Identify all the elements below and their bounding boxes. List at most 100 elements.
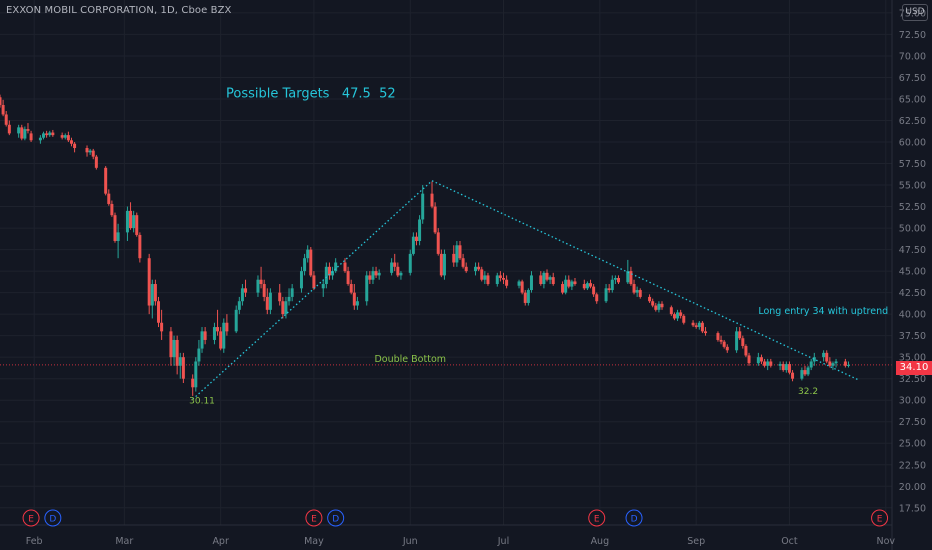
candle-body[interactable] — [735, 331, 739, 351]
candle-body[interactable] — [791, 372, 795, 379]
candle-body[interactable] — [66, 135, 70, 141]
candle-body[interactable] — [822, 352, 826, 358]
candle-body[interactable] — [626, 271, 630, 283]
candle-body[interactable] — [225, 322, 229, 332]
candle-body[interactable] — [38, 137, 42, 141]
candle-body[interactable] — [45, 133, 49, 136]
candle-body[interactable] — [234, 309, 238, 332]
candle-body[interactable] — [585, 283, 589, 289]
candle-body[interactable] — [91, 150, 95, 157]
candle-body[interactable] — [20, 127, 24, 139]
candle-body[interactable] — [85, 148, 89, 153]
dividend-event-marker[interactable]: D — [44, 509, 62, 527]
candle-body[interactable] — [439, 253, 443, 276]
candle-body[interactable] — [766, 361, 770, 366]
candle-body[interactable] — [303, 258, 307, 272]
candle-body[interactable] — [781, 364, 785, 371]
earnings-event-marker[interactable]: E — [588, 509, 606, 527]
candle-body[interactable] — [60, 135, 64, 138]
candle-body[interactable] — [763, 361, 767, 366]
candle-body[interactable] — [567, 279, 571, 287]
candle-body[interactable] — [374, 271, 378, 276]
candle-body[interactable] — [352, 292, 356, 306]
candle-body[interactable] — [290, 288, 294, 297]
candle-body[interactable] — [632, 284, 636, 293]
candle-body[interactable] — [107, 193, 111, 204]
candle-body[interactable] — [778, 364, 782, 366]
candle-body[interactable] — [287, 296, 291, 302]
earnings-event-marker[interactable]: E — [871, 509, 889, 527]
candle-body[interactable] — [828, 361, 832, 366]
candle-body[interactable] — [278, 292, 282, 302]
candle-body[interactable] — [194, 361, 198, 388]
candle-body[interactable] — [104, 167, 108, 194]
candle-body[interactable] — [480, 269, 484, 280]
candle-body[interactable] — [613, 277, 617, 280]
candle-body[interactable] — [321, 284, 325, 289]
candle-body[interactable] — [458, 245, 462, 259]
candle-body[interactable] — [825, 352, 829, 362]
candle-body[interactable] — [73, 143, 77, 149]
candle-body[interactable] — [700, 322, 704, 332]
candle-body[interactable] — [346, 271, 350, 285]
candle-body[interactable] — [88, 150, 92, 153]
candle-body[interactable] — [393, 262, 397, 267]
candle-body[interactable] — [222, 322, 226, 349]
candle-body[interactable] — [203, 331, 207, 340]
candle-body[interactable] — [334, 262, 338, 272]
candle-body[interactable] — [669, 307, 673, 315]
candle-body[interactable] — [113, 215, 117, 241]
candle-body[interactable] — [812, 357, 816, 362]
candle-body[interactable] — [573, 281, 577, 285]
candle-body[interactable] — [759, 357, 763, 362]
candle-body[interactable] — [517, 281, 521, 286]
candle-body[interactable] — [474, 266, 478, 272]
price-axis[interactable]: 17.50 20.00 22.50 25.00 27.50 30.00 32.50 35.00… — [899, 8, 926, 514]
candle-body[interactable] — [200, 331, 204, 349]
candle-body[interactable] — [212, 327, 216, 340]
candle-body[interactable] — [697, 322, 701, 328]
candle-body[interactable] — [138, 234, 142, 259]
candle-body[interactable] — [539, 275, 543, 285]
candle-body[interactable] — [756, 357, 760, 364]
candle-body[interactable] — [831, 363, 835, 366]
candle-body[interactable] — [94, 156, 98, 168]
candle-body[interactable] — [638, 290, 642, 297]
candle-body[interactable] — [442, 253, 446, 276]
candle-body[interactable] — [125, 210, 129, 233]
candle-body[interactable] — [551, 277, 555, 285]
candle-body[interactable] — [110, 203, 114, 216]
candle-body[interactable] — [414, 236, 418, 241]
candle-body[interactable] — [262, 284, 266, 297]
candle-body[interactable] — [704, 331, 708, 334]
candle-body[interactable] — [548, 277, 552, 280]
candle-body[interactable] — [806, 367, 810, 375]
candle-body[interactable] — [744, 345, 748, 356]
candle-body[interactable] — [610, 279, 614, 291]
candle-body[interactable] — [160, 322, 164, 332]
candle-body[interactable] — [178, 357, 182, 366]
candle-body[interactable] — [629, 271, 633, 285]
candle-body[interactable] — [175, 339, 179, 366]
candle-body[interactable] — [63, 135, 67, 138]
candle-body[interactable] — [595, 294, 599, 302]
earnings-event-marker[interactable]: E — [305, 509, 323, 527]
candle-body[interactable] — [787, 364, 791, 373]
candle-body[interactable] — [747, 355, 751, 364]
candle-body[interactable] — [181, 357, 185, 379]
candle-body[interactable] — [23, 129, 27, 139]
candle-body[interactable] — [672, 314, 676, 319]
candle-body[interactable] — [616, 277, 620, 283]
candle-body[interactable] — [399, 272, 403, 276]
candle-body[interactable] — [197, 348, 201, 362]
candle-body[interactable] — [691, 322, 695, 326]
candle-body[interactable] — [738, 331, 742, 339]
candle-body[interactable] — [0, 97, 2, 105]
dividend-event-marker[interactable]: D — [327, 509, 345, 527]
candle-body[interactable] — [433, 206, 437, 233]
candle-body[interactable] — [452, 253, 456, 263]
time-axis[interactable]: Feb Mar Apr May Jun Jul Aug Sep Oct Nov — [26, 536, 896, 547]
candle-body[interactable] — [132, 215, 136, 229]
candle-body[interactable] — [355, 301, 359, 306]
candle-body[interactable] — [604, 288, 608, 302]
